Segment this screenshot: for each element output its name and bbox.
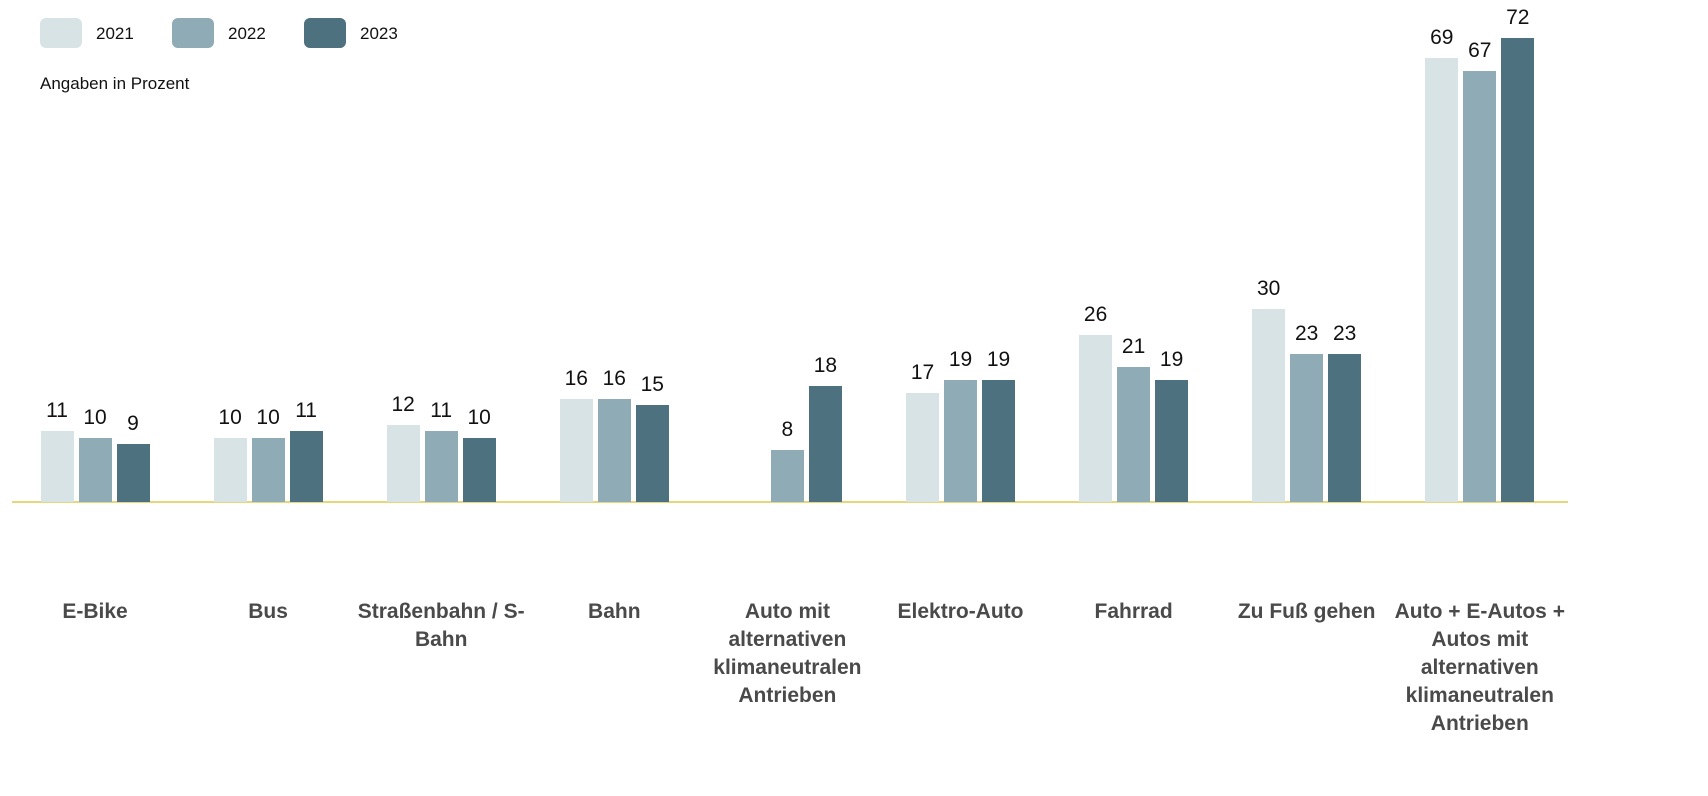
value-label: 9 — [127, 412, 139, 436]
value-label: 10 — [256, 405, 280, 429]
bar — [289, 431, 323, 502]
legend-label: 2022 — [228, 24, 266, 43]
value-label: 19 — [1159, 347, 1184, 371]
x-tick-label: Elektro-Auto — [897, 600, 1024, 623]
legend-swatch — [304, 18, 346, 48]
x-tick-label: Auto + E-Autos + Autos mit alternativen … — [1394, 600, 1565, 735]
legend-swatch — [172, 18, 214, 48]
value-label: 26 — [1083, 302, 1108, 326]
value-label: 18 — [813, 354, 838, 378]
bar — [597, 398, 631, 502]
bar — [982, 379, 1015, 502]
bar — [1328, 353, 1362, 502]
x-tick-label: Auto mit alternativen klimaneutralen Ant… — [713, 600, 862, 707]
bar — [1155, 379, 1189, 502]
bar — [462, 437, 496, 502]
value-label: 8 — [781, 418, 794, 442]
value-label: 19 — [986, 347, 1011, 371]
value-label: 12 — [391, 392, 415, 416]
value-label: 69 — [1430, 25, 1454, 49]
x-tick-label: E-Bike — [62, 600, 128, 623]
bar — [251, 437, 285, 502]
value-label: 10 — [83, 405, 107, 429]
bar — [770, 450, 804, 502]
value-label: 19 — [948, 347, 973, 371]
x-tick-label: Bus — [248, 600, 288, 623]
bar — [116, 444, 150, 502]
bar — [213, 437, 247, 502]
legend-label: 2023 — [360, 24, 398, 43]
x-tick-label: Bahn — [588, 600, 641, 623]
bar — [1463, 70, 1497, 502]
x-tick-label: Zu Fuß gehen — [1237, 600, 1376, 623]
legend-label: 2021 — [96, 24, 134, 43]
value-label: 67 — [1468, 38, 1492, 62]
bar — [944, 379, 977, 502]
value-label: 11 — [430, 399, 453, 423]
value-label: 72 — [1506, 6, 1530, 30]
value-label: 11 — [46, 399, 68, 423]
bar — [424, 431, 458, 502]
bar — [635, 405, 669, 502]
value-label: 15 — [640, 373, 664, 397]
baseline — [12, 501, 1568, 503]
legend-swatch — [40, 18, 82, 48]
bar — [906, 392, 939, 502]
value-label: 16 — [602, 366, 626, 390]
value-label: 10 — [467, 405, 491, 429]
bar — [1252, 308, 1286, 502]
value-label: 17 — [910, 360, 935, 384]
bar — [1501, 38, 1535, 502]
value-label: 30 — [1257, 276, 1281, 300]
value-label: 10 — [218, 405, 242, 429]
bar — [40, 431, 74, 502]
bar — [1079, 334, 1113, 502]
value-label: 21 — [1121, 334, 1146, 358]
value-label: 23 — [1295, 321, 1319, 345]
x-tick-label: Straßenbahn / S-Bahn — [357, 600, 525, 651]
bar — [1290, 353, 1324, 502]
bar — [808, 386, 842, 502]
bar — [386, 424, 420, 502]
value-label: 16 — [564, 366, 588, 390]
bar — [559, 398, 593, 502]
subtitle: Angaben in Prozent — [40, 74, 190, 93]
bar — [1117, 366, 1151, 502]
bar — [1425, 57, 1459, 502]
x-tick-label: Fahrrad — [1094, 600, 1173, 623]
value-label: 11 — [295, 399, 317, 423]
value-label: 23 — [1333, 321, 1357, 345]
bar — [78, 437, 112, 502]
